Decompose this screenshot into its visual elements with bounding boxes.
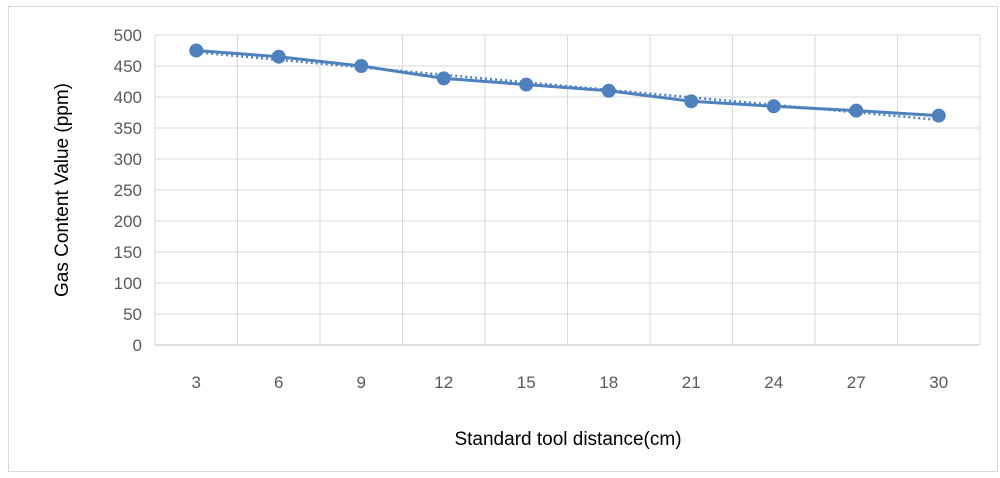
y-tick-label: 300 bbox=[114, 150, 142, 169]
data-point-marker bbox=[684, 94, 699, 109]
y-tick-label: 350 bbox=[114, 119, 142, 138]
gridlines bbox=[154, 34, 981, 346]
y-axis-title: Gas Content Value (ppm) bbox=[52, 83, 73, 297]
data-point-marker bbox=[189, 43, 204, 58]
data-point-marker bbox=[271, 49, 286, 64]
data-point-marker bbox=[519, 77, 534, 92]
y-tick-label: 0 bbox=[133, 336, 142, 355]
x-tick-label: 6 bbox=[274, 373, 283, 392]
x-axis-tick-labels: 3 6 9 12 15 18 21 24 27 30 bbox=[192, 373, 949, 392]
y-tick-label: 400 bbox=[114, 88, 142, 107]
x-tick-label: 24 bbox=[764, 373, 783, 392]
y-axis-tick-labels: 0 50 100 150 200 250 300 350 400 450 500 bbox=[114, 26, 142, 355]
data-point-marker bbox=[436, 71, 451, 86]
y-tick-label: 200 bbox=[114, 212, 142, 231]
data-point-marker bbox=[931, 108, 946, 123]
data-point-marker bbox=[601, 83, 616, 98]
data-point-marker bbox=[354, 59, 369, 73]
x-tick-label: 9 bbox=[357, 373, 366, 392]
data-point-marker bbox=[849, 103, 864, 118]
y-tick-label: 150 bbox=[114, 243, 142, 262]
x-tick-label: 18 bbox=[599, 373, 618, 392]
x-tick-label: 12 bbox=[434, 373, 453, 392]
x-axis-title: Standard tool distance(cm) bbox=[454, 429, 681, 450]
y-tick-label: 450 bbox=[114, 57, 142, 76]
x-tick-label: 27 bbox=[847, 373, 866, 392]
data-point-marker bbox=[766, 99, 781, 114]
y-tick-label: 100 bbox=[114, 274, 142, 293]
x-tick-label: 30 bbox=[929, 373, 948, 392]
data-series bbox=[189, 43, 946, 123]
y-tick-label: 250 bbox=[114, 181, 142, 200]
y-tick-label: 500 bbox=[114, 26, 142, 45]
x-tick-label: 15 bbox=[517, 373, 536, 392]
x-tick-label: 3 bbox=[192, 373, 201, 392]
x-tick-label: 21 bbox=[682, 373, 701, 392]
series-line bbox=[196, 49, 939, 118]
y-tick-label: 50 bbox=[123, 305, 142, 324]
